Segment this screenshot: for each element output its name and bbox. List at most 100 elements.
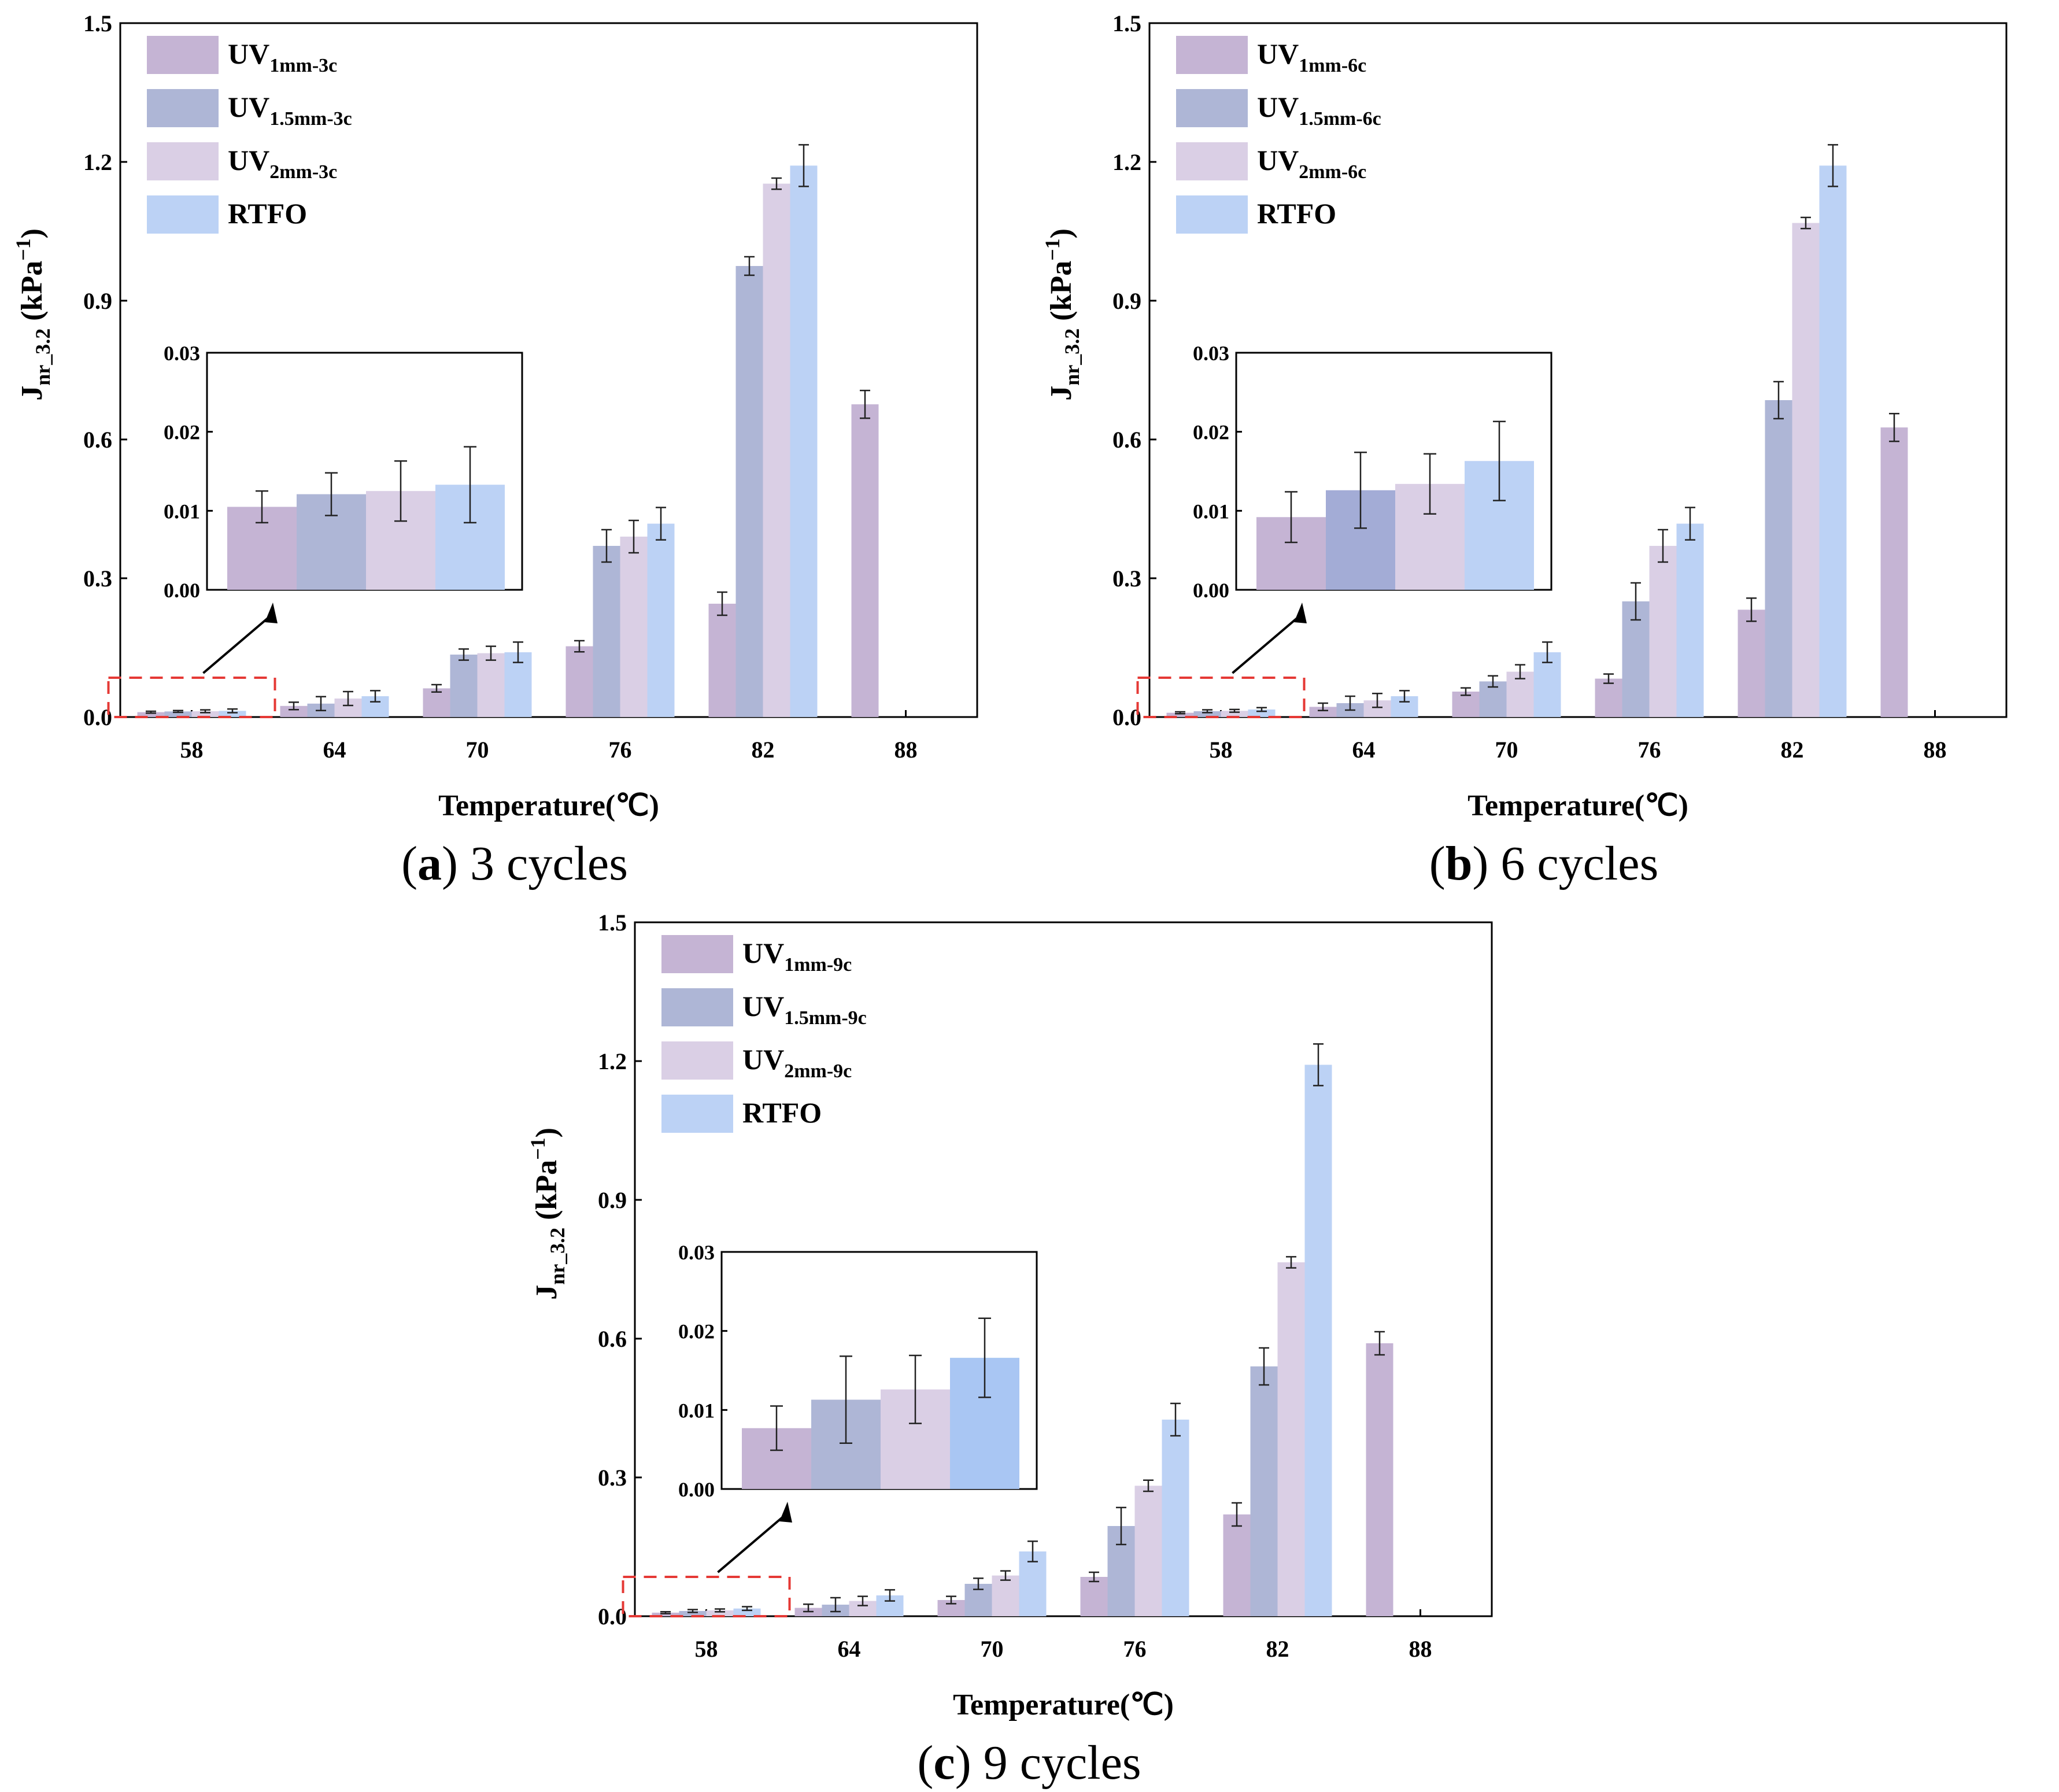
bar [1248,709,1276,717]
bar [1765,400,1792,717]
y-tick-label: 0.3 [1112,566,1141,592]
y-tick-label: 0.6 [598,1326,627,1352]
caption-c: (c) 9 cycles [917,1736,1141,1790]
y-axis-title-sup: −1 [526,1137,549,1160]
legend-swatch [661,1095,733,1133]
caption-letter: b [1445,837,1473,891]
inset-y-tick-label: 0.01 [164,500,200,523]
x-axis-title: Temperature(℃) [953,1688,1174,1721]
bar [1366,1343,1393,1616]
bar [679,1610,707,1616]
legend-swatch [147,36,219,74]
x-tick-label: 88 [1409,1636,1432,1662]
inset-y-tick-label: 0.01 [1193,500,1229,523]
legend-label-base: UV [1257,91,1299,123]
x-tick-label: 88 [1924,737,1947,763]
zoom-arrow-head [779,1502,792,1523]
caption-text: 6 cycles [1500,837,1659,891]
bar [1595,678,1622,717]
y-axis-title-unit: (kPa [1045,261,1078,328]
x-axis-title: Temperature(℃) [1467,789,1688,822]
legend-label-base: UV [1257,38,1299,70]
y-tick-label: 1.5 [83,10,112,36]
bar [1819,165,1847,717]
inset-y-tick-label: 0.02 [1193,421,1229,444]
x-tick-label: 70 [981,1636,1004,1662]
inset-y-tick-label: 0.02 [164,421,200,444]
bar [1162,1420,1189,1616]
legend-label: UV1mm-3c [228,38,337,76]
bar [1223,1514,1251,1616]
bar [450,655,478,717]
x-tick-label: 82 [1266,1636,1289,1662]
y-axis-title: Jnr_3.2 (kPa−1) [12,228,54,401]
legend-swatch [147,195,219,234]
plot-frame [1148,22,2008,718]
bar [137,712,165,717]
bar [280,705,308,717]
bar [1080,1577,1108,1616]
zoom-arrow [1232,614,1302,674]
legend-label: UV1.5mm-3c [228,91,352,130]
inset-y-tick-label: 0.03 [678,1241,715,1264]
y-axis-title-main: J [1045,386,1078,401]
legend-label-base: UV [1257,144,1299,176]
caption-letter: c [933,1736,955,1790]
legend-label-base: UV [742,1043,784,1076]
legend-label: RTFO [228,197,307,230]
bar [191,711,219,717]
inset-y-tick-label: 0.03 [164,342,200,365]
bar [1792,223,1820,718]
bar [1193,711,1221,717]
y-tick-label: 1.5 [1112,10,1141,36]
legend-swatch [147,142,219,180]
legend-swatch [661,1041,733,1080]
bar [1676,523,1704,717]
y-tick-label: 1.5 [598,910,627,936]
bar [763,183,790,718]
bar [1309,707,1337,717]
y-tick-label: 1.2 [1112,149,1141,175]
inset-y-tick-label: 0.02 [678,1320,715,1343]
bar [620,537,648,717]
x-tick-label: 58 [180,737,204,763]
bar [565,646,593,717]
legend-swatch [147,89,219,127]
legend-label-sub: 1.5mm-9c [784,1007,867,1029]
bar [1166,712,1194,717]
x-tick-label: 58 [695,1636,718,1662]
zoom-arrow-head [265,603,278,623]
caption-a: (a) 3 cycles [401,837,628,891]
x-tick-label: 76 [1123,1636,1147,1662]
x-tick-label: 76 [1638,737,1661,763]
plot-frame [119,22,978,718]
bar [1221,711,1248,717]
x-axis-title: Temperature(℃) [438,789,659,822]
bar [1250,1366,1278,1616]
y-tick-label: 0.9 [83,288,112,314]
legend-label-name: RTFO [742,1096,822,1129]
bar [219,711,246,717]
x-tick-label: 70 [466,737,489,763]
legend-swatch [661,988,733,1026]
y-axis-title-sup: −1 [12,238,35,261]
legend-label: UV2mm-6c [1257,144,1366,183]
y-axis-title-sub: nr_3.2 [31,328,54,386]
bar [790,165,818,717]
y-axis-title: Jnr_3.2 (kPa−1) [1041,228,1084,401]
x-tick-label: 70 [1495,737,1518,763]
caption-text: 3 cycles [470,837,628,891]
y-axis-title: Jnr_3.2 (kPa−1) [526,1128,569,1300]
y-tick-label: 0.9 [598,1187,627,1213]
y-axis-title-sup: −1 [1041,238,1064,261]
chart-c: 0.00.30.60.91.21.558 64 70 76 82 88UV1mm-9cUV… [526,910,1493,1721]
inset-y-tick-label: 0.00 [678,1478,715,1501]
bar [1134,1486,1162,1616]
caption-letter: a [417,837,442,891]
bar [593,546,620,717]
bar [1622,601,1650,717]
y-axis-title-main: J [16,386,49,401]
legend-swatch [661,935,733,973]
bar [1649,546,1677,717]
legend-label: UV1mm-9c [742,937,852,976]
